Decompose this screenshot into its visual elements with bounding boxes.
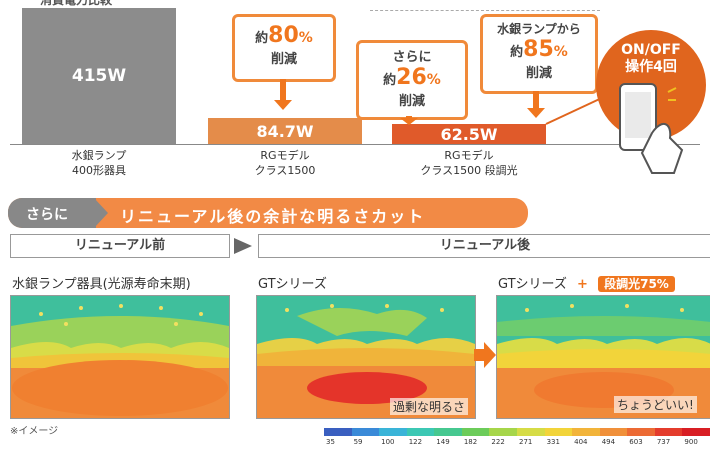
bar-label-rg1500-dim: RGモデル クラス1500 段調光 (392, 148, 546, 178)
banner-chevron-icon (94, 198, 108, 228)
legend-swatch (351, 428, 380, 436)
callout-pct: % (298, 30, 313, 46)
legend-swatch (682, 428, 710, 436)
legend-swatch (434, 428, 463, 436)
bar-rg1500-dim: 62.5W (392, 124, 546, 144)
arrow-head-icon (274, 100, 292, 110)
heatmap-gt (256, 295, 476, 419)
bar-label-line: 水銀ランプ (71, 149, 127, 162)
callout-value: 85 (523, 37, 554, 62)
panel-title-gt-dim: GTシリーズ + 段調光75% (498, 273, 675, 292)
pointer-line (545, 95, 607, 125)
callout-suffix: 削減 (398, 94, 425, 109)
plus-sign: + (577, 277, 588, 292)
callout-85: 水銀ランプから 約85% 削減 (480, 14, 598, 94)
legend-tick: 404 (574, 438, 588, 446)
bar-value: 415W (71, 66, 127, 86)
onoff-line1: ON/OFF (621, 42, 681, 58)
legend-swatch (324, 428, 353, 436)
section-title: 消費電力比較 (40, 0, 113, 7)
bar-label-line: クラス1500 (254, 164, 316, 177)
banner-right-label: リニューアル後の余計な明るさカット (120, 207, 426, 226)
smartphone-hand-icon (619, 83, 684, 174)
bar-label-line: RGモデル (444, 149, 494, 162)
callout-pct: % (426, 72, 441, 88)
bar-label-line: クラス1500 段調光 (420, 164, 518, 177)
panel-title-text: GTシリーズ (498, 277, 567, 292)
legend-swatch (379, 428, 408, 436)
legend-swatch (544, 428, 573, 436)
legend-tick: 222 (491, 438, 505, 446)
legend-tick: 100 (381, 438, 395, 446)
legend-tick: 603 (629, 438, 643, 446)
callout-top: さらに (392, 50, 432, 65)
legend-swatch (627, 428, 656, 436)
legend-tick: 149 (436, 438, 450, 446)
panel-title-before: 水銀ランプ器具(光源寿命末期) (12, 277, 191, 292)
bar-label-line: 400形器具 (72, 164, 126, 177)
callout-suffix: 削減 (525, 66, 552, 81)
bar-label-rg1500: RGモデル クラス1500 (208, 148, 362, 178)
legend-swatch (517, 428, 546, 436)
legend-swatch (461, 428, 490, 436)
bar-rg1500: 84.7W (208, 118, 362, 144)
legend-tick: 737 (656, 438, 671, 446)
bar-value: 84.7W (256, 121, 314, 141)
arrow-right-icon (474, 342, 496, 368)
legend-tick: 35 (326, 438, 335, 446)
legend-swatch (406, 428, 435, 436)
legend-tick: 271 (519, 438, 533, 446)
tab-after: リニューアル後 (258, 234, 710, 258)
callout-26: さらに 約26% 削減 (356, 40, 468, 120)
arrow-head-icon (400, 118, 418, 125)
banner-left-label: さらに (26, 207, 68, 223)
arrow-head-icon (527, 108, 545, 118)
caption-just-right: ちょうどいい! (614, 396, 697, 413)
callout-top: 水銀ランプから (497, 22, 581, 36)
legend-swatch (654, 428, 683, 436)
dashed-guide (370, 10, 600, 11)
legend-swatch (599, 428, 628, 436)
callout-value: 26 (396, 65, 427, 90)
arrow-down-icon (280, 79, 286, 101)
legend-tick: 122 (408, 438, 423, 446)
legend-swatch (572, 428, 601, 436)
bar-mercury: 415W (22, 8, 176, 144)
legend-tick: 59 (353, 438, 363, 446)
onoff-line2: 操作4回 (625, 59, 677, 75)
callout-suffix: 削減 (270, 52, 297, 67)
legend-tick: 494 (601, 438, 616, 446)
cut-banner: さらに リニューアル後の余計な明るさカット (8, 198, 528, 228)
color-scale-legend (324, 428, 710, 436)
image-note: ※イメージ (10, 426, 59, 437)
panel-title-gt: GTシリーズ (258, 277, 327, 292)
legend-tick: 331 (546, 438, 560, 446)
callout-value: 80 (268, 23, 299, 48)
callout-prefix: 約 (510, 45, 524, 60)
caption-excess: 過剰な明るさ (390, 398, 469, 415)
tab-before-label: リニューアル前 (74, 238, 166, 253)
bar-label-mercury: 水銀ランプ 400形器具 (22, 148, 176, 178)
legend-swatch (489, 428, 518, 436)
tab-before: リニューアル前 (10, 234, 230, 258)
tab-after-label: リニューアル後 (439, 238, 531, 253)
arrow-down-icon (533, 91, 539, 109)
callout-pct: % (553, 44, 568, 60)
baseline (10, 144, 700, 145)
bar-label-line: RGモデル (260, 149, 310, 162)
callout-prefix: 約 (383, 73, 397, 88)
bar-value: 62.5W (440, 124, 498, 144)
legend-tick: 900 (684, 438, 698, 446)
callout-prefix: 約 (255, 31, 269, 46)
legend-tick: 182 (463, 438, 478, 446)
heatmap-mercury (10, 295, 230, 419)
dimming-badge: 段調光75% (598, 276, 675, 292)
callout-80: 約80% 削減 (232, 14, 336, 82)
triangle-right-icon (234, 238, 252, 254)
